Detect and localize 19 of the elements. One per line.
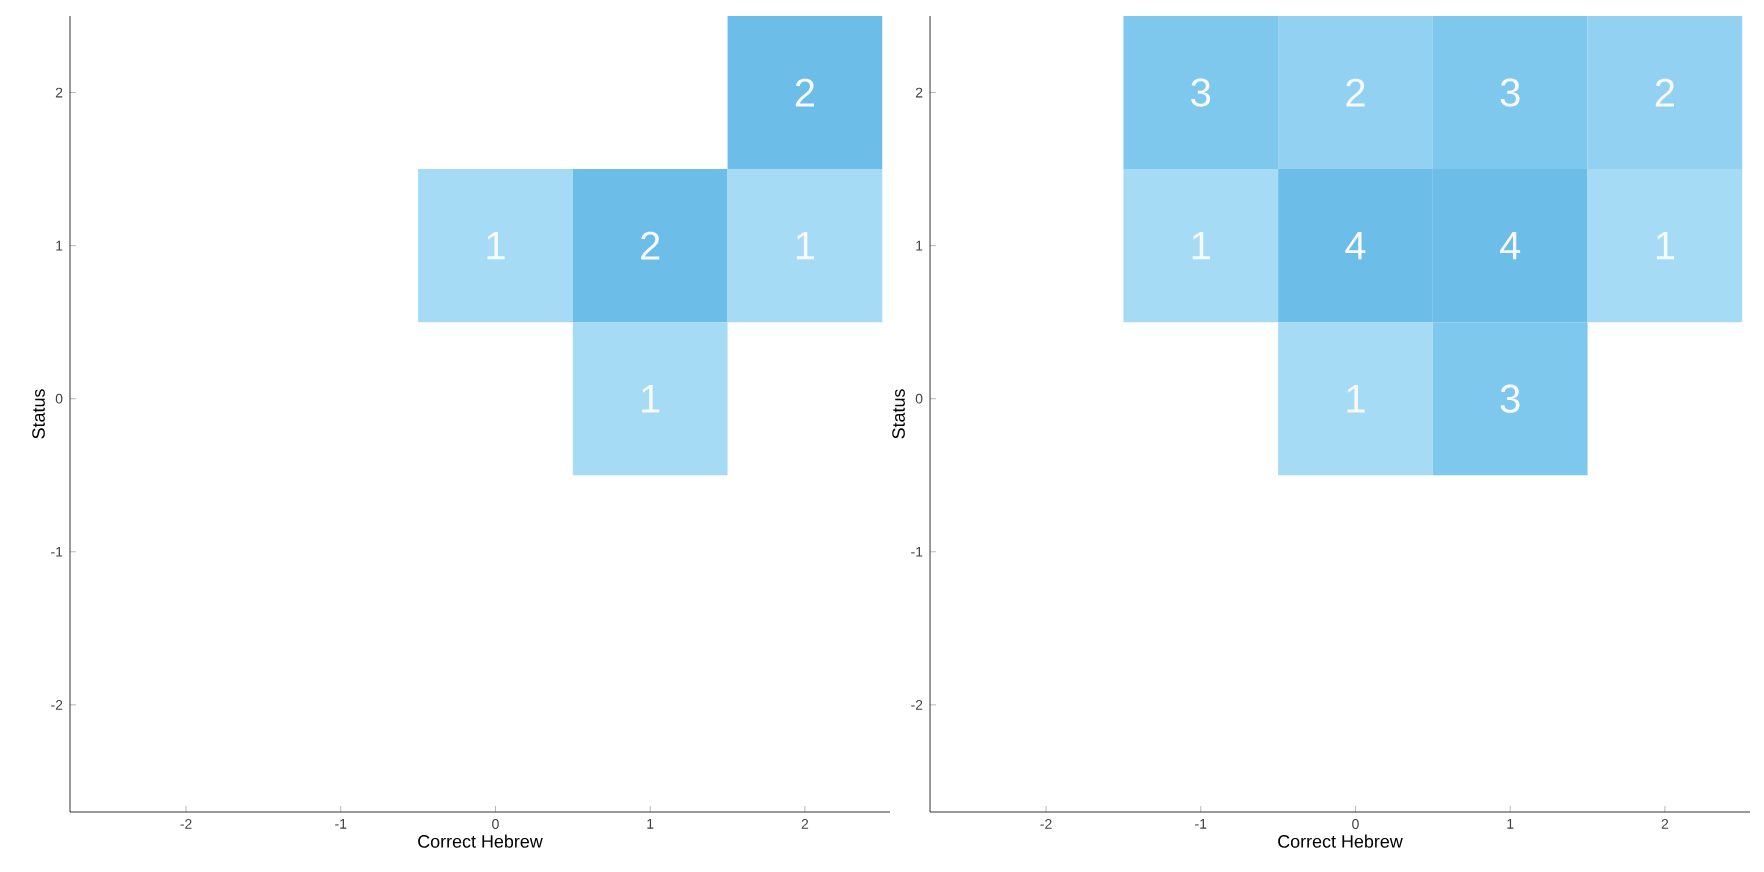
- data-label: 4: [1500, 231, 1521, 260]
- x-axis-title: Correct Hebrew: [1278, 834, 1403, 848]
- data-label: 1: [796, 231, 815, 260]
- data-label: 3: [1500, 78, 1520, 107]
- data-label: 2: [1346, 78, 1365, 107]
- y-axis-title: Status: [32, 389, 45, 439]
- data-label: 3: [1500, 384, 1520, 413]
- x-axis-title: Correct Hebrew: [418, 834, 543, 848]
- data-label: 1: [1347, 384, 1365, 413]
- data-label: 1: [487, 231, 505, 260]
- data-label: 1: [1656, 231, 1675, 260]
- y-axis-title: Status: [892, 389, 905, 439]
- data-label: 2: [641, 231, 660, 260]
- data-label: 3: [1191, 78, 1211, 107]
- data-label: 1: [1192, 231, 1210, 260]
- data-label: 2: [795, 78, 814, 107]
- data-label: 2: [1655, 78, 1674, 107]
- data-label: 4: [1345, 231, 1366, 260]
- data-label: 1: [642, 384, 660, 413]
